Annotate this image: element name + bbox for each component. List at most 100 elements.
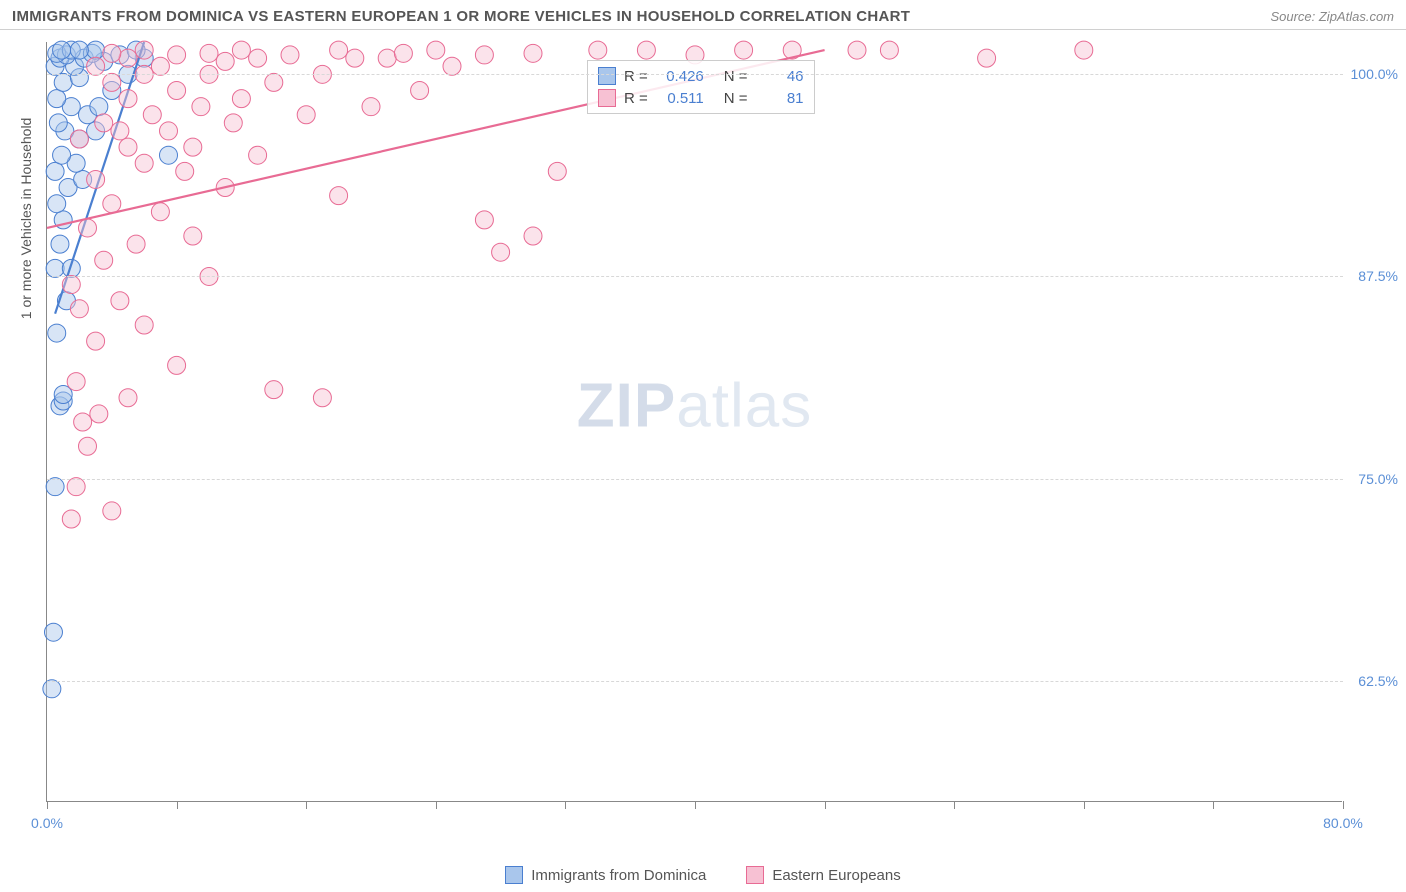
scatter-point bbox=[87, 57, 105, 75]
gridline-h bbox=[47, 74, 1343, 75]
scatter-point bbox=[90, 98, 108, 116]
scatter-svg bbox=[47, 42, 1343, 802]
scatter-point bbox=[48, 195, 66, 213]
scatter-point bbox=[880, 41, 898, 59]
scatter-point bbox=[111, 292, 129, 310]
scatter-point bbox=[62, 510, 80, 528]
scatter-point bbox=[53, 41, 71, 59]
xtick bbox=[954, 801, 955, 809]
xtick bbox=[306, 801, 307, 809]
scatter-point bbox=[46, 478, 64, 496]
xtick bbox=[825, 801, 826, 809]
scatter-point bbox=[297, 106, 315, 124]
ytick-label: 100.0% bbox=[1346, 66, 1398, 82]
scatter-point bbox=[46, 162, 64, 180]
stat-r-label: R = bbox=[624, 90, 648, 107]
scatter-point bbox=[184, 227, 202, 245]
legend-item: Immigrants from Dominica bbox=[505, 866, 706, 884]
chart-source: Source: ZipAtlas.com bbox=[1270, 9, 1394, 24]
xtick bbox=[1343, 801, 1344, 809]
legend-swatch bbox=[598, 67, 616, 85]
scatter-point bbox=[848, 41, 866, 59]
scatter-point bbox=[44, 623, 62, 641]
scatter-point bbox=[184, 138, 202, 156]
plot-area: ZIPatlas R =0.426N =46R =0.511N =81 62.5… bbox=[46, 42, 1342, 802]
chart-title: IMMIGRANTS FROM DOMINICA VS EASTERN EURO… bbox=[12, 8, 910, 25]
stat-row: R =0.426N =46 bbox=[598, 65, 804, 87]
scatter-point bbox=[151, 57, 169, 75]
scatter-point bbox=[427, 41, 445, 59]
gridline-h bbox=[47, 479, 1343, 480]
scatter-point bbox=[95, 251, 113, 269]
scatter-point bbox=[48, 90, 66, 108]
xtick bbox=[436, 801, 437, 809]
scatter-point bbox=[87, 41, 105, 59]
scatter-point bbox=[168, 356, 186, 374]
scatter-point bbox=[378, 49, 396, 67]
scatter-point bbox=[160, 122, 178, 140]
scatter-point bbox=[394, 44, 412, 62]
scatter-point bbox=[265, 381, 283, 399]
scatter-point bbox=[443, 57, 461, 75]
scatter-point bbox=[127, 235, 145, 253]
scatter-point bbox=[475, 46, 493, 64]
stat-n-label: N = bbox=[724, 68, 748, 85]
scatter-point bbox=[475, 211, 493, 229]
scatter-point bbox=[119, 90, 137, 108]
scatter-point bbox=[46, 259, 64, 277]
scatter-point bbox=[74, 413, 92, 431]
scatter-point bbox=[346, 49, 364, 67]
scatter-point bbox=[135, 41, 153, 59]
scatter-point bbox=[524, 44, 542, 62]
ytick-label: 87.5% bbox=[1346, 268, 1398, 284]
scatter-point bbox=[111, 122, 129, 140]
scatter-point bbox=[103, 44, 121, 62]
scatter-point bbox=[70, 41, 88, 59]
y-axis-label: 1 or more Vehicles in Household bbox=[18, 118, 34, 320]
scatter-point bbox=[48, 324, 66, 342]
correlation-stats-box: R =0.426N =46R =0.511N =81 bbox=[587, 60, 815, 114]
scatter-point bbox=[87, 170, 105, 188]
scatter-point bbox=[330, 187, 348, 205]
scatter-point bbox=[135, 316, 153, 334]
gridline-h bbox=[47, 276, 1343, 277]
scatter-point bbox=[143, 106, 161, 124]
scatter-point bbox=[524, 227, 542, 245]
scatter-point bbox=[103, 73, 121, 91]
scatter-point bbox=[249, 49, 267, 67]
stat-r-label: R = bbox=[624, 68, 648, 85]
scatter-point bbox=[103, 502, 121, 520]
scatter-point bbox=[637, 41, 655, 59]
xtick bbox=[565, 801, 566, 809]
scatter-point bbox=[87, 332, 105, 350]
scatter-point bbox=[224, 114, 242, 132]
scatter-point bbox=[151, 203, 169, 221]
xtick bbox=[47, 801, 48, 809]
scatter-point bbox=[265, 73, 283, 91]
scatter-point bbox=[735, 41, 753, 59]
ytick-label: 62.5% bbox=[1346, 673, 1398, 689]
legend-swatch bbox=[746, 866, 764, 884]
scatter-point bbox=[160, 146, 178, 164]
scatter-point bbox=[119, 49, 137, 67]
chart-header: IMMIGRANTS FROM DOMINICA VS EASTERN EURO… bbox=[0, 0, 1406, 30]
xtick-label: 80.0% bbox=[1323, 815, 1363, 831]
legend-label: Immigrants from Dominica bbox=[531, 867, 706, 884]
scatter-point bbox=[1075, 41, 1093, 59]
scatter-point bbox=[411, 82, 429, 100]
scatter-point bbox=[67, 373, 85, 391]
scatter-point bbox=[79, 437, 97, 455]
scatter-point bbox=[978, 49, 996, 67]
scatter-point bbox=[53, 146, 71, 164]
scatter-point bbox=[249, 146, 267, 164]
scatter-point bbox=[216, 52, 234, 70]
scatter-point bbox=[119, 389, 137, 407]
scatter-point bbox=[492, 243, 510, 261]
scatter-point bbox=[281, 46, 299, 64]
ytick-label: 75.0% bbox=[1346, 471, 1398, 487]
legend-swatch bbox=[598, 89, 616, 107]
legend-label: Eastern Europeans bbox=[772, 867, 900, 884]
stat-row: R =0.511N =81 bbox=[598, 87, 804, 109]
gridline-h bbox=[47, 681, 1343, 682]
scatter-point bbox=[168, 46, 186, 64]
